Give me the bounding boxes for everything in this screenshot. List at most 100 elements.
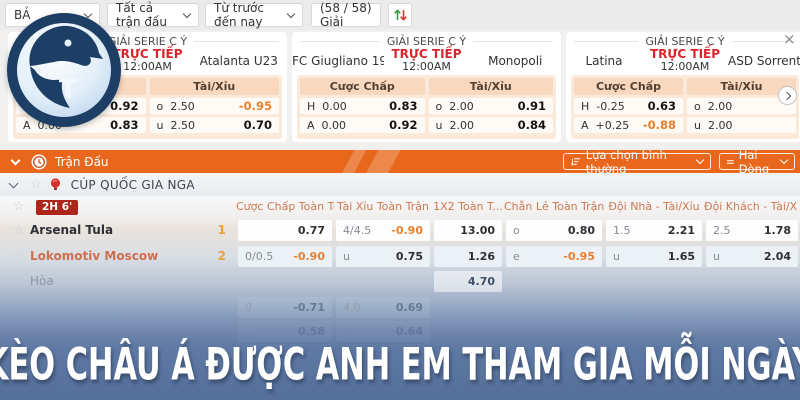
handicap-away-odds[interactable]: A +0.25 -0.88 xyxy=(574,117,683,134)
over-odds[interactable]: o 2.50 -0.95 xyxy=(149,98,279,115)
away-team-name: Lokomotiv Moscow xyxy=(30,249,159,263)
card-league-title: GIẢI SERIE C Ý xyxy=(107,35,188,48)
odds-cell[interactable]: 1.5 2.21 xyxy=(606,220,702,241)
odds-row-faded: 0.58 u 0.64 xyxy=(0,320,800,344)
card-header: GIẢI SERIE C Ý xyxy=(574,35,797,48)
clock-icon xyxy=(31,154,47,169)
column-header-1x2: 1X2 Toàn T... xyxy=(433,200,503,213)
column-header-overunder: Tài Xỉu Toàn Trận xyxy=(337,200,429,213)
away-team-name: Monopoli xyxy=(488,53,543,68)
odds-cell[interactable]: u 1.65 xyxy=(606,246,702,267)
over-odds[interactable]: o 2.00 0.91 xyxy=(428,98,553,115)
odds-table: ☆ 2H 6' Cược Chấp Toàn Tr... Tài Xỉu Toà… xyxy=(0,196,800,400)
handicap-home-odds[interactable]: H -0.25 0.63 xyxy=(574,98,683,115)
odds-cell[interactable]: 0.58 xyxy=(238,321,332,342)
under-odds[interactable]: u 2.00 0.84 xyxy=(428,117,553,134)
odds-cell[interactable]: 0/0.5 -0.90 xyxy=(238,246,332,267)
logo-letter: T xyxy=(59,74,78,105)
odds-cell[interactable]: 1.26 xyxy=(434,246,502,267)
odds-row-draw: Hòa 4.70 xyxy=(0,270,800,294)
promo-banner-text: KÈO CHÂU Á ĐƯỢC ANH EM THAM GIA MỖI NGÀY xyxy=(0,339,800,391)
column-header-away-ou: Đội Khách - Tài/Xỉu xyxy=(704,200,798,213)
home-team-name: Latina xyxy=(585,53,623,68)
away-team-name: Atalanta U23 xyxy=(199,53,278,68)
favorite-star-icon[interactable]: ☆ xyxy=(13,199,25,214)
over-under-header: Tài/Xỉu xyxy=(149,78,279,96)
odds-cell[interactable]: 0 -0.71 xyxy=(238,297,332,318)
kickoff-time: 12:00AM xyxy=(402,60,451,74)
column-header-oddeven: Chẵn Lẻ Toàn Trận xyxy=(504,200,604,213)
collapse-chevron-icon[interactable] xyxy=(10,155,21,165)
odds-row-home: ☆ Arsenal Tula 1 0.77 4/4.5 -0.90 13.00 o… xyxy=(0,219,800,243)
odds-cell[interactable]: 2.5 1.78 xyxy=(706,220,798,241)
card-league-title: GIẢI SERIE C Ý xyxy=(386,35,467,48)
odds-cell[interactable]: 4/4.5 -0.90 xyxy=(336,220,430,241)
filter-dropdown-matches[interactable]: Tất cả trận đấu xyxy=(107,1,199,29)
close-icon[interactable]: × xyxy=(783,30,796,48)
row-layout-label: Hai Dòng xyxy=(738,150,770,173)
sort-button[interactable] xyxy=(388,3,412,27)
handicap-header: Cược Chấp xyxy=(574,78,683,96)
away-score: 2 xyxy=(217,249,226,263)
section-title: Trận Đấu xyxy=(55,154,109,169)
column-header-home-ou: Đội Nhà - Tài/Xỉu xyxy=(608,200,700,213)
card-teams: FC Giugliano 1928 TRỰC TIẾP 12:00AM Mono… xyxy=(292,47,561,74)
league-row[interactable]: ☆ CÚP QUỐC GIA NGA xyxy=(0,173,800,196)
chevron-down-icon xyxy=(695,155,705,165)
odds-cell[interactable]: u 0.64 xyxy=(336,321,430,342)
chevron-right-icon xyxy=(782,91,791,100)
league-count-button[interactable]: (58 / 58) Giải xyxy=(311,1,381,29)
league-name: CÚP QUỐC GIA NGA xyxy=(70,177,195,192)
odds-cell[interactable]: 4.70 xyxy=(434,271,502,292)
over-odds[interactable]: o 2.00 xyxy=(687,98,796,115)
favorite-star-icon[interactable]: ☆ xyxy=(30,177,42,192)
odds-row-away: ☆ Lokomotiv Moscow 2 0/0.5 -0.90 u 0.75 1.… xyxy=(0,245,800,269)
league-count-label: (58 / 58) Giải xyxy=(320,1,372,29)
odds-cell[interactable]: u 0.75 xyxy=(336,246,430,267)
display-option-label: Lựa chọn bình thường xyxy=(585,150,667,173)
chevron-down-icon xyxy=(182,9,192,18)
match-card: GIẢI SERIE C Ý FC Giugliano 1928 TRỰC TI… xyxy=(292,32,561,142)
handicap-home-odds[interactable]: H 0.00 0.83 xyxy=(300,98,425,115)
card-teams: Latina TRỰC TIẾP 12:00AM ASD Sorrento xyxy=(566,47,800,74)
column-header-handicap: Cược Chấp Toàn Tr... xyxy=(236,200,334,213)
odds-cell[interactable]: 0.77 xyxy=(238,220,332,241)
odds-row-faded: 0 -0.71 4.0 0.69 xyxy=(0,296,800,320)
two-lines-icon xyxy=(727,159,734,164)
promo-banner: KÈO CHÂU Á ĐƯỢC ANH EM THAM GIA MỖI NGÀY xyxy=(0,330,800,400)
favorite-star-icon[interactable]: ☆ xyxy=(13,249,25,264)
under-odds[interactable]: u 2.50 0.70 xyxy=(149,117,279,134)
kickoff-time: 12:00AM xyxy=(660,60,710,74)
top-filter-bar: BẢ Tất cả trận đấu Từ trước đến nay (58 … xyxy=(0,0,800,30)
collapse-chevron-icon[interactable] xyxy=(8,178,19,188)
favorite-star-icon[interactable]: ☆ xyxy=(13,223,25,238)
away-team-name: ASD Sorrento xyxy=(728,53,800,68)
odds-cell[interactable]: e -0.95 xyxy=(506,246,602,267)
home-team-name: FC Giugliano 1928 xyxy=(292,53,384,68)
decor-stripe xyxy=(363,150,403,173)
filter-dropdown-time[interactable]: Từ trước đến nay xyxy=(205,1,303,29)
display-option-dropdown[interactable]: Lựa chọn bình thường xyxy=(563,150,711,173)
kickoff-time: 12:00AM xyxy=(123,60,172,74)
handicap-away-odds[interactable]: A 0.00 0.92 xyxy=(300,117,425,134)
card-league-title: GIẢI SERIE C Ý xyxy=(645,35,725,48)
odds-cell[interactable]: 4.0 0.69 xyxy=(336,297,430,318)
match-card: GIẢI SERIE C Ý Latina TRỰC TIẾP 12:00AM … xyxy=(566,32,800,142)
match-period-badge: 2H 6' xyxy=(36,200,79,215)
over-under-header: Tài/Xỉu xyxy=(428,78,553,96)
card-odds-panel: Cược Chấp Tài/Xỉu H -0.25 0.63 o 2.00 A + xyxy=(571,75,799,140)
filter-label: BẢ xyxy=(14,8,31,22)
live-label: TRỰC TIẾP xyxy=(112,47,183,61)
filter-label: Từ trước đến nay xyxy=(214,1,264,29)
league-icon xyxy=(50,178,60,190)
odds-cell[interactable]: u 2.04 xyxy=(706,246,798,267)
odds-cell[interactable]: o 0.80 xyxy=(506,220,602,241)
under-odds[interactable]: u 2.00 xyxy=(687,117,796,134)
next-market-button[interactable] xyxy=(778,86,797,105)
row-layout-dropdown[interactable]: Hai Dòng xyxy=(719,150,795,173)
over-under-header: Tài/Xỉu xyxy=(687,78,796,96)
chevron-down-icon xyxy=(779,155,789,165)
odds-cell[interactable]: 13.00 xyxy=(434,220,502,241)
live-cards-strip: GIẢI SERIE C Ý rno TRỰC TIẾP 12:00AM Ata… xyxy=(0,30,800,150)
